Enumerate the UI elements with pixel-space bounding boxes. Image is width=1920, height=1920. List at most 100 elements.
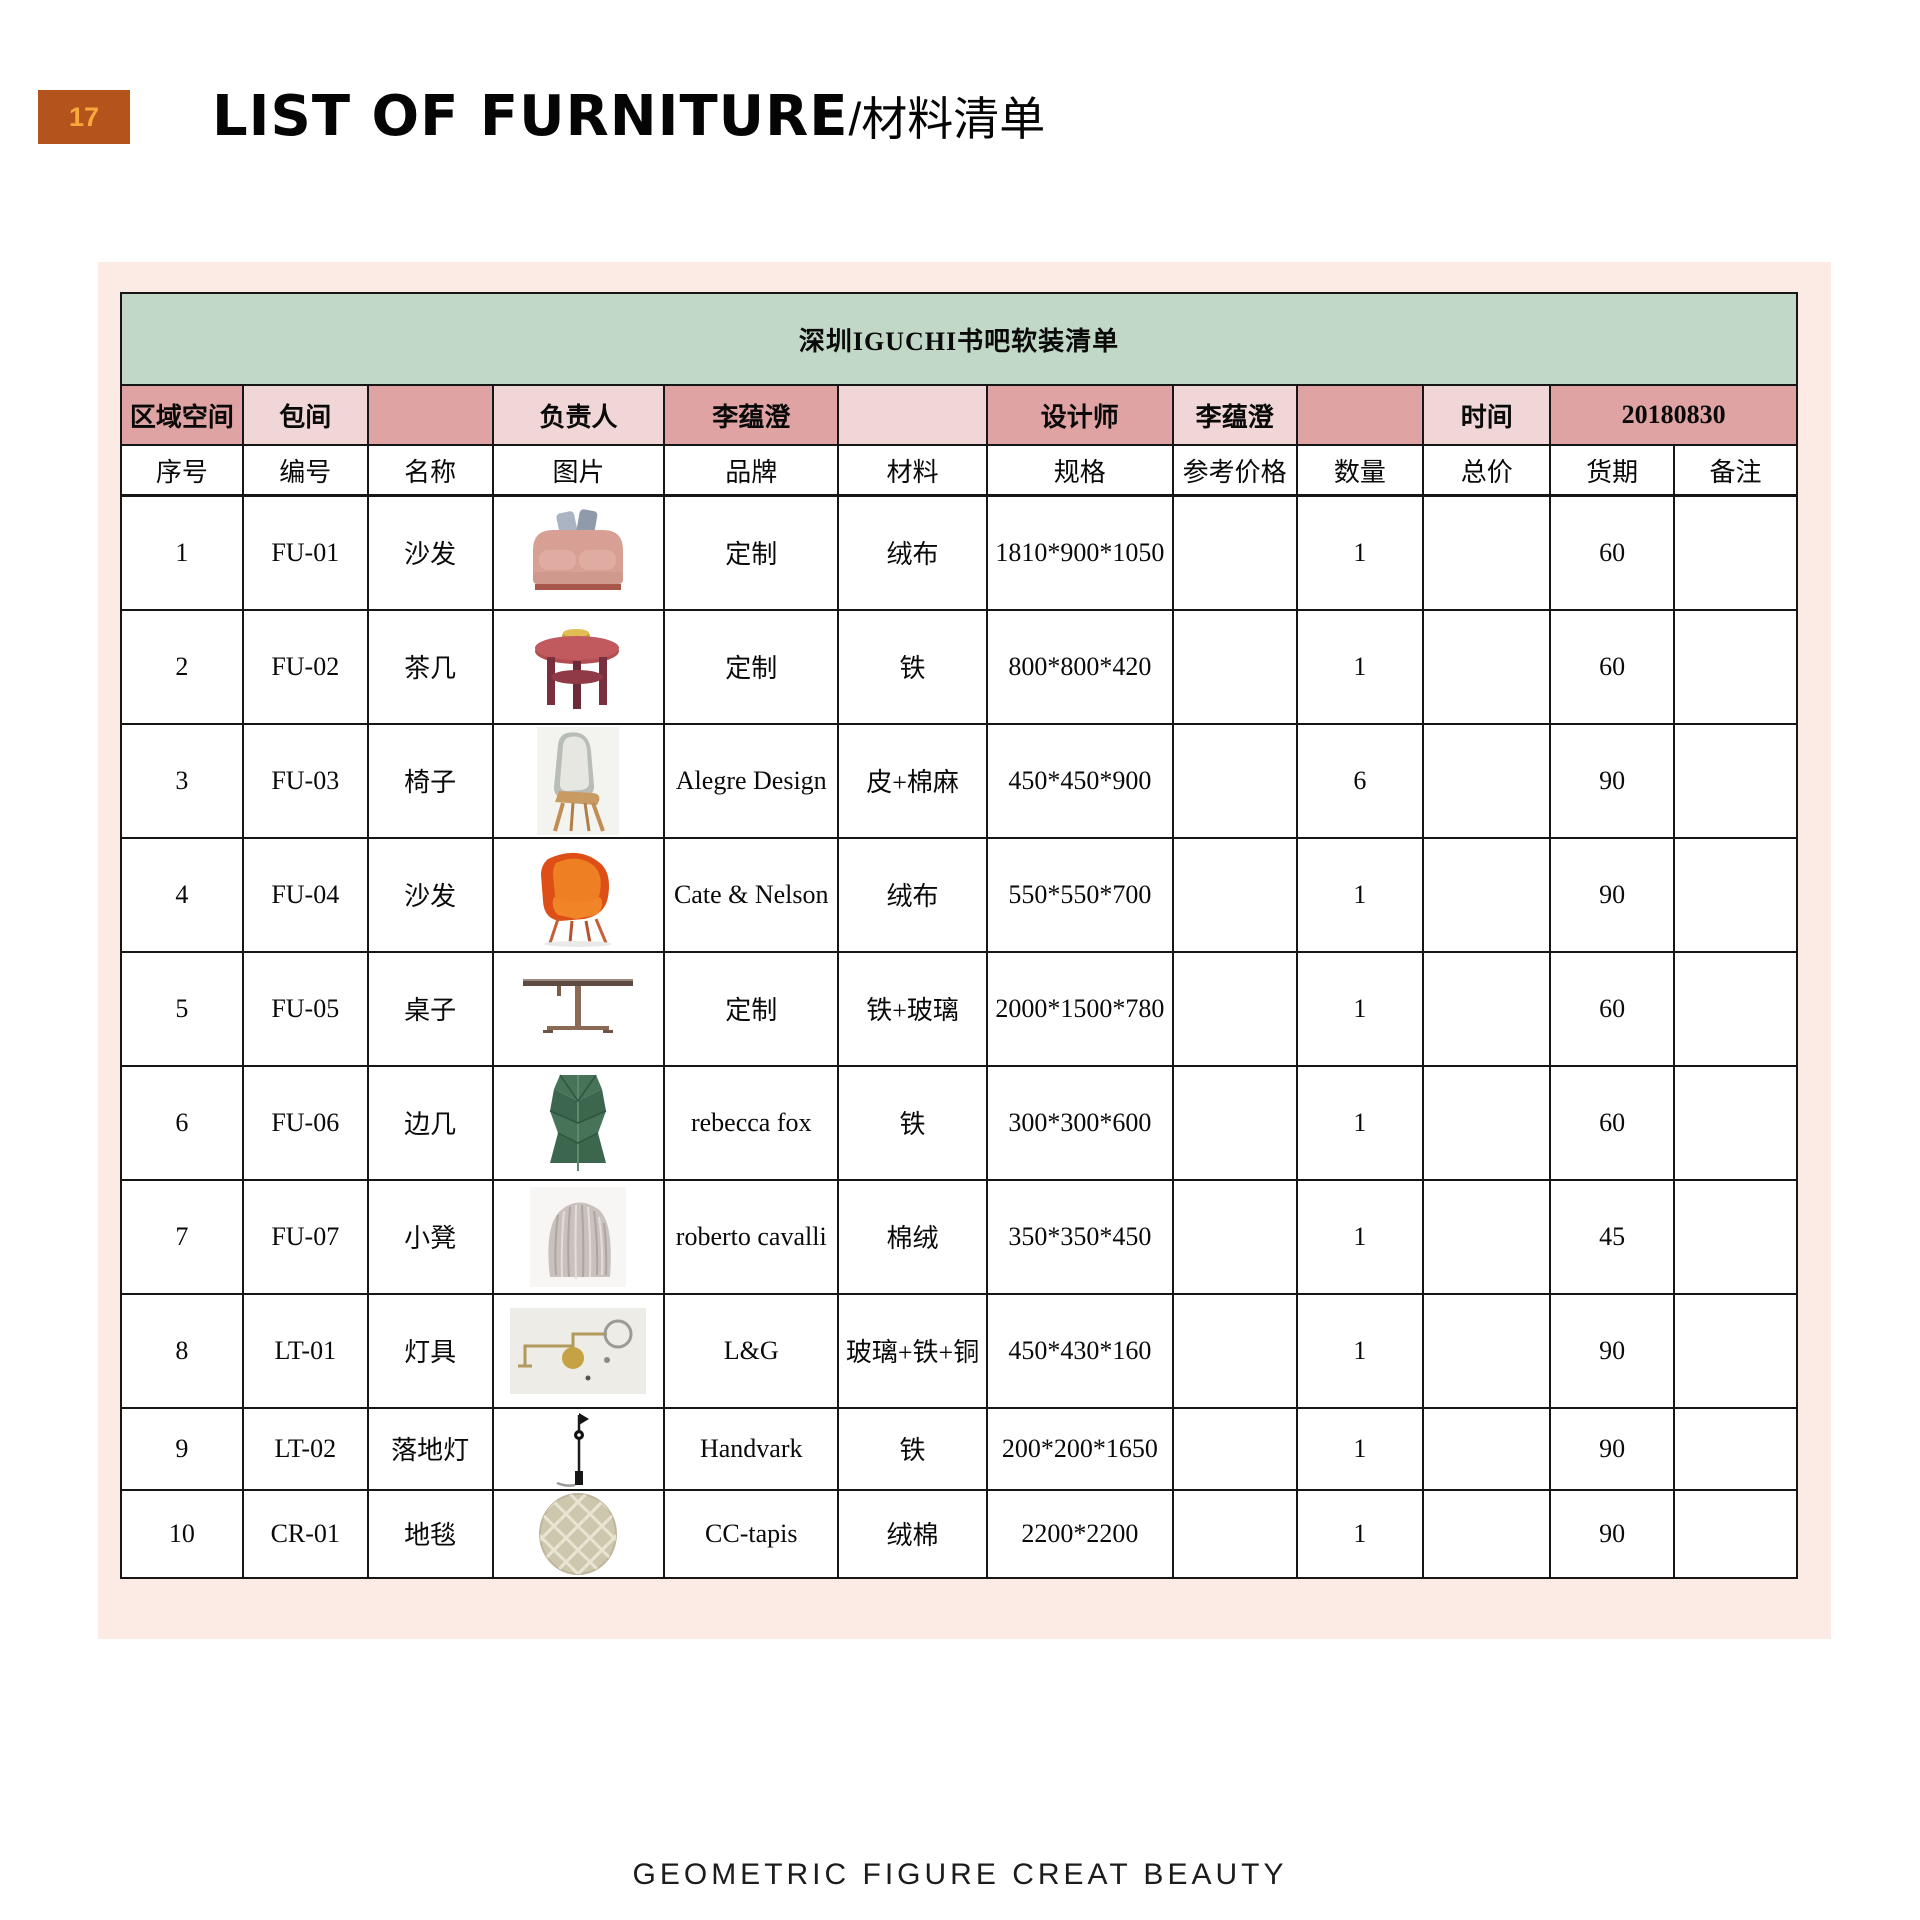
cell-no: 4 bbox=[120, 836, 244, 953]
cell-lead_time: 60 bbox=[1549, 950, 1676, 1067]
cell-ref_price bbox=[1171, 1488, 1298, 1579]
cell-lead_time: 90 bbox=[1549, 836, 1676, 953]
cell-spec: 800*800*420 bbox=[985, 608, 1174, 725]
cell-lead_time: 90 bbox=[1549, 1406, 1676, 1491]
cell-lead_time: 90 bbox=[1549, 1292, 1676, 1409]
cell-no: 3 bbox=[120, 722, 244, 839]
cell-no: 10 bbox=[120, 1488, 244, 1579]
furniture-image-armchair-orange bbox=[491, 836, 666, 953]
info-cell-0: 区域空间 bbox=[120, 384, 244, 446]
page-title-en: LIST OF FURNITURE bbox=[212, 84, 849, 149]
table-row: 7 FU-07 小凳 roberto cavalli 棉绒 350*350*450 1 45 bbox=[120, 1178, 1798, 1295]
cell-code: FU-01 bbox=[241, 494, 369, 611]
cell-qty: 1 bbox=[1295, 1406, 1425, 1491]
info-cell-7: 李蕴澄 bbox=[1171, 384, 1298, 446]
cell-brand: 定制 bbox=[663, 494, 840, 611]
cell-lead_time: 90 bbox=[1549, 722, 1676, 839]
cell-brand: 定制 bbox=[663, 950, 840, 1067]
column-header-7: 参考价格 bbox=[1171, 444, 1298, 497]
table-row: 2 FU-02 茶几 定制铁 800*800*420 1 60 bbox=[120, 608, 1798, 725]
info-cell-5 bbox=[837, 384, 988, 446]
cell-brand: 定制 bbox=[663, 608, 840, 725]
cell-spec: 450*430*160 bbox=[985, 1292, 1174, 1409]
cell-lead_time: 60 bbox=[1549, 1064, 1676, 1181]
cell-name: 边几 bbox=[366, 1064, 494, 1181]
column-header-9: 总价 bbox=[1422, 444, 1552, 497]
cell-note bbox=[1673, 836, 1798, 953]
cell-code: FU-04 bbox=[241, 836, 369, 953]
cell-no: 7 bbox=[120, 1178, 244, 1295]
cell-note bbox=[1673, 722, 1798, 839]
cell-spec: 1810*900*1050 bbox=[985, 494, 1174, 611]
furniture-image-side-table-green bbox=[491, 1064, 666, 1181]
cell-qty: 1 bbox=[1295, 1064, 1425, 1181]
column-header-4: 品牌 bbox=[663, 444, 840, 497]
table-row: 3 FU-03 椅子 Alegre Design 皮+棉麻 450*450*900 6 90 bbox=[120, 722, 1798, 839]
table-row: 8 LT-01 灯具 L&G 玻璃+铁+铜 450*430*160 1 90 bbox=[120, 1292, 1798, 1409]
cell-material: 绒布 bbox=[837, 836, 988, 953]
cell-spec: 300*300*600 bbox=[985, 1064, 1174, 1181]
cell-qty: 1 bbox=[1295, 608, 1425, 725]
cell-code: FU-06 bbox=[241, 1064, 369, 1181]
info-cell-3: 负责人 bbox=[491, 384, 666, 446]
cell-no: 6 bbox=[120, 1064, 244, 1181]
cell-total bbox=[1422, 1292, 1552, 1409]
cell-lead_time: 45 bbox=[1549, 1178, 1676, 1295]
content-panel: 深圳IGUCHI书吧软装清单 区域空间 包间 负责人 李蕴澄 设计师 李蕴澄 时间 201808… bbox=[98, 262, 1831, 1639]
column-header-5: 材料 bbox=[837, 444, 988, 497]
cell-spec: 2200*2200 bbox=[985, 1488, 1174, 1579]
furniture-image-wall-lamp-mobile bbox=[491, 1292, 666, 1409]
table-row: 10 CR-01 地毯 CC-tapis 绒棉 2200*2200 1 90 bbox=[120, 1488, 1798, 1579]
table-row: 1 FU-01 沙发 定制 绒布 1810*900*1050 1 60 bbox=[120, 494, 1798, 611]
cell-ref_price bbox=[1171, 1406, 1298, 1491]
cell-no: 9 bbox=[120, 1406, 244, 1491]
page-title: LIST OF FURNITURE/材料清单 bbox=[212, 84, 1045, 151]
cell-spec: 350*350*450 bbox=[985, 1178, 1174, 1295]
cell-brand: roberto cavalli bbox=[663, 1178, 840, 1295]
cell-brand: rebecca fox bbox=[663, 1064, 840, 1181]
furniture-image-table-glass-iron bbox=[491, 950, 666, 1067]
cell-name: 灯具 bbox=[366, 1292, 494, 1409]
furniture-image-floor-lamp bbox=[491, 1406, 666, 1491]
cell-total bbox=[1422, 722, 1552, 839]
info-cell-1: 包间 bbox=[241, 384, 369, 446]
cell-name: 沙发 bbox=[366, 836, 494, 953]
cell-note bbox=[1673, 1292, 1798, 1409]
cell-brand: Alegre Design bbox=[663, 722, 840, 839]
cell-ref_price bbox=[1171, 722, 1298, 839]
furniture-table: 深圳IGUCHI书吧软装清单 区域空间 包间 负责人 李蕴澄 设计师 李蕴澄 时间 201808… bbox=[120, 292, 1798, 1579]
cell-name: 桌子 bbox=[366, 950, 494, 1067]
info-cell-2 bbox=[366, 384, 494, 446]
info-cell-4: 李蕴澄 bbox=[663, 384, 840, 446]
column-header-0: 序号 bbox=[120, 444, 244, 497]
table-row: 9 LT-02 落地灯 Handvark 铁 200*200*1650 1 90 bbox=[120, 1406, 1798, 1491]
cell-code: LT-02 bbox=[241, 1406, 369, 1491]
cell-ref_price bbox=[1171, 950, 1298, 1067]
cell-name: 地毯 bbox=[366, 1488, 494, 1579]
info-cell-9: 时间 bbox=[1422, 384, 1552, 446]
cell-brand: Handvark bbox=[663, 1406, 840, 1491]
cell-code: FU-07 bbox=[241, 1178, 369, 1295]
cell-material: 棉绒 bbox=[837, 1178, 988, 1295]
furniture-image-coffee-table-red bbox=[491, 608, 666, 725]
column-header-6: 规格 bbox=[985, 444, 1174, 497]
cell-name: 椅子 bbox=[366, 722, 494, 839]
cell-spec: 550*550*700 bbox=[985, 836, 1174, 953]
cell-note bbox=[1673, 1064, 1798, 1181]
cell-note bbox=[1673, 494, 1798, 611]
cell-qty: 1 bbox=[1295, 494, 1425, 611]
column-header-11: 备注 bbox=[1673, 444, 1798, 497]
cell-total bbox=[1422, 1406, 1552, 1491]
cell-material: 铁+玻璃 bbox=[837, 950, 988, 1067]
furniture-image-chair-grey-wood bbox=[491, 722, 666, 839]
cell-material: 皮+棉麻 bbox=[837, 722, 988, 839]
cell-brand: L&G bbox=[663, 1292, 840, 1409]
cell-qty: 1 bbox=[1295, 1488, 1425, 1579]
cell-code: CR-01 bbox=[241, 1488, 369, 1579]
cell-total bbox=[1422, 1488, 1552, 1579]
cell-name: 沙发 bbox=[366, 494, 494, 611]
cell-total bbox=[1422, 494, 1552, 611]
page-number: 17 bbox=[68, 101, 100, 132]
cell-total bbox=[1422, 950, 1552, 1067]
cell-qty: 1 bbox=[1295, 1292, 1425, 1409]
